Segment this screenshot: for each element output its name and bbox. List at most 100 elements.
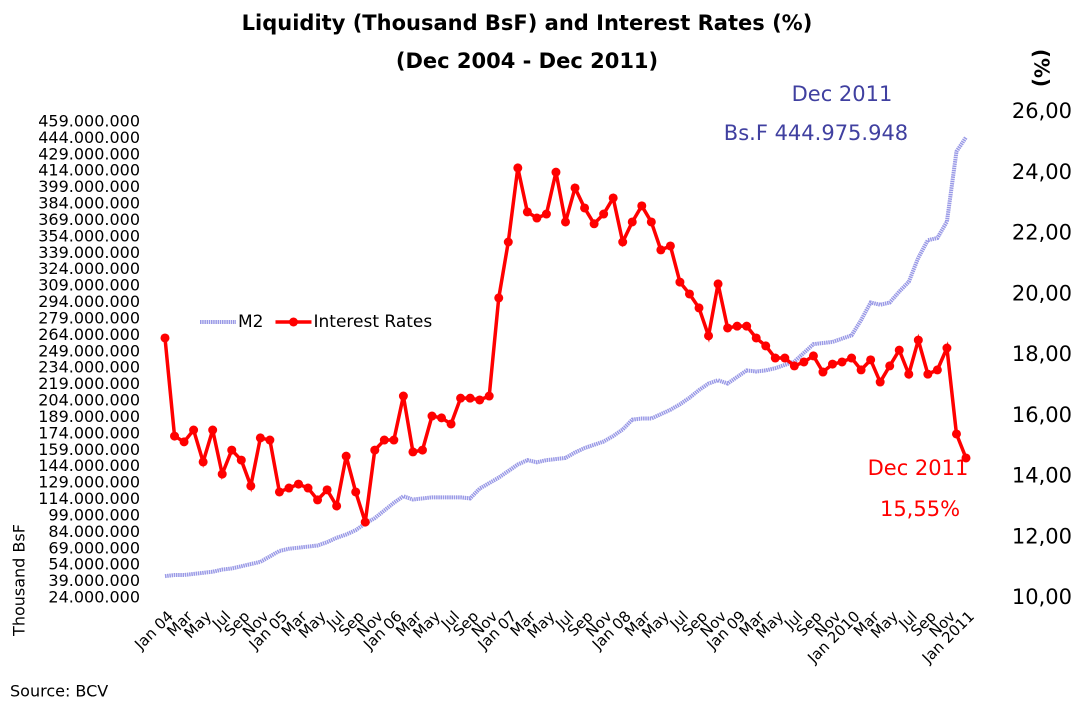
- point: [646, 217, 656, 227]
- y-tick-label: 144.000.000: [38, 456, 140, 475]
- y-tick-label: 414.000.000: [38, 161, 140, 180]
- point: [160, 333, 170, 343]
- point: [942, 343, 952, 353]
- point: [808, 351, 818, 361]
- y-tick-label: 354.000.000: [38, 226, 140, 245]
- legend-label: M2: [238, 312, 263, 332]
- point: [189, 425, 199, 435]
- point: [284, 483, 294, 493]
- point: [360, 517, 370, 527]
- point: [847, 353, 857, 363]
- y-tick-label: 54.000.000: [48, 555, 140, 574]
- y-tick-label: 369.000.000: [38, 210, 140, 229]
- point: [580, 203, 590, 213]
- point: [246, 481, 256, 491]
- point: [475, 395, 485, 405]
- point: [684, 289, 694, 299]
- point: [208, 425, 218, 435]
- point: [799, 357, 809, 367]
- point: [494, 293, 504, 303]
- point: [456, 393, 466, 403]
- point: [589, 219, 599, 229]
- annotation: Dec 2011: [792, 82, 893, 106]
- point: [541, 209, 551, 219]
- y2-tick-label: 10,00: [1012, 585, 1072, 609]
- y-tick-label: 219.000.000: [38, 374, 140, 393]
- y2-tick-label: 18,00: [1012, 342, 1072, 366]
- y-tick-label: 309.000.000: [38, 276, 140, 295]
- y-tick-label: 174.000.000: [38, 423, 140, 442]
- y-tick-label: 279.000.000: [38, 308, 140, 327]
- point: [532, 213, 542, 223]
- point: [894, 345, 904, 355]
- y2-axis-title: (%): [1030, 49, 1054, 87]
- point: [656, 245, 666, 255]
- chart-title: Liquidity (Thousand BsF) and Interest Ra…: [242, 11, 813, 35]
- point: [217, 469, 227, 479]
- point: [904, 369, 914, 379]
- point: [675, 277, 685, 287]
- point: [932, 365, 942, 375]
- point: [637, 201, 647, 211]
- point: [913, 335, 923, 345]
- point: [551, 167, 561, 177]
- point: [522, 207, 532, 217]
- y-tick-label: 39.000.000: [48, 571, 140, 590]
- point: [465, 393, 475, 403]
- legend-label: Interest Rates: [313, 312, 432, 332]
- point: [780, 353, 790, 363]
- y-tick-label: 384.000.000: [38, 194, 140, 213]
- y-tick-label: 189.000.000: [38, 407, 140, 426]
- y-tick-label: 129.000.000: [38, 473, 140, 492]
- point: [789, 361, 799, 371]
- point: [837, 357, 847, 367]
- point: [370, 445, 380, 455]
- point: [484, 391, 494, 401]
- y-tick-label: 69.000.000: [48, 538, 140, 557]
- point: [818, 367, 828, 377]
- point: [179, 437, 189, 447]
- point: [723, 323, 733, 333]
- point: [828, 359, 837, 369]
- point: [408, 447, 418, 457]
- point: [332, 501, 342, 511]
- y2-tick-label: 22,00: [1012, 221, 1072, 245]
- annotation: 15,55%: [880, 497, 960, 521]
- point: [389, 435, 399, 445]
- y-tick-label: 159.000.000: [38, 440, 140, 459]
- point: [255, 433, 265, 443]
- point: [618, 237, 628, 247]
- point: [770, 353, 780, 363]
- point: [694, 303, 704, 313]
- point: [513, 163, 523, 173]
- point: [875, 377, 885, 387]
- point: [274, 487, 284, 497]
- point: [437, 413, 447, 423]
- y-tick-label: 204.000.000: [38, 391, 140, 410]
- y-tick-label: 264.000.000: [38, 325, 140, 344]
- point: [704, 331, 714, 341]
- y2-tick-label: 24,00: [1012, 160, 1072, 184]
- y-tick-label: 24.000.000: [48, 588, 140, 607]
- point: [379, 435, 389, 445]
- point: [742, 321, 752, 331]
- y-tick-label: 84.000.000: [48, 522, 140, 541]
- point: [351, 487, 361, 497]
- point: [761, 341, 771, 351]
- point: [398, 391, 408, 401]
- y-tick-label: 399.000.000: [38, 177, 140, 196]
- point: [665, 241, 675, 251]
- point: [866, 355, 876, 365]
- point: [608, 193, 618, 203]
- legend-swatch: [288, 317, 298, 327]
- series-line: [164, 136, 968, 579]
- y2-tick-label: 26,00: [1012, 99, 1072, 123]
- point: [446, 419, 456, 429]
- point: [732, 321, 742, 331]
- chart-subtitle: (Dec 2004 - Dec 2011): [396, 49, 658, 73]
- point: [417, 445, 427, 455]
- point: [570, 183, 580, 193]
- y-tick-label: 324.000.000: [38, 259, 140, 278]
- point: [856, 365, 866, 375]
